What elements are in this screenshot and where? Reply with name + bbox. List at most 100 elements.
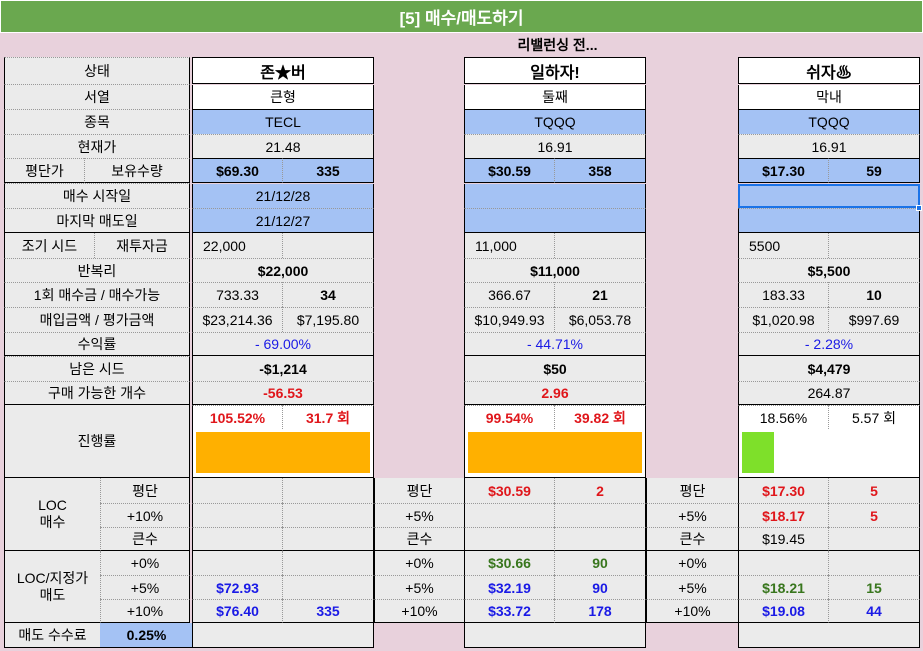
acct1-progress-pct[interactable]: 105.52% xyxy=(192,405,282,429)
acct2-reinvest[interactable] xyxy=(554,233,646,258)
acct1-progress-turns[interactable]: 31.7 회 xyxy=(282,405,374,429)
acct2-progress-pct[interactable]: 99.54% xyxy=(464,405,554,429)
acct3-avg-price[interactable]: $17.30 xyxy=(738,158,828,183)
acct1-loc-sell-price-0[interactable] xyxy=(192,551,282,575)
acct1-loc-sell-qty-1[interactable] xyxy=(282,575,374,599)
acct2-loc-buy-price-0[interactable]: $30.59 xyxy=(464,478,554,503)
acct2-loc-buy-qty-1[interactable] xyxy=(554,503,646,527)
acct2-avg-price[interactable]: $30.59 xyxy=(464,158,554,183)
acct3-loc-sell-qty-0[interactable] xyxy=(828,551,920,575)
acct3-holding-qty[interactable]: 59 xyxy=(828,158,920,183)
acct2-initial-seed[interactable]: 11,000 xyxy=(464,233,554,258)
acct1-holding-qty[interactable]: 335 xyxy=(282,158,374,183)
acct1-compound[interactable]: $22,000 xyxy=(192,258,374,282)
acct2-progress-bar-cell[interactable] xyxy=(464,429,646,478)
acct3-ticker[interactable]: TQQQ xyxy=(738,109,920,134)
acct3-loc-buy-qty-0[interactable]: 5 xyxy=(828,478,920,503)
acct3-buy-possible[interactable]: 10 xyxy=(828,282,920,307)
acct3-remaining-seed[interactable]: $4,479 xyxy=(738,356,920,381)
acct1-per-buy[interactable]: 733.33 xyxy=(192,282,282,307)
acct3-return[interactable]: - 2.28% xyxy=(738,332,920,356)
acct3-fee-row[interactable] xyxy=(738,623,920,648)
acct2-loc-sell-qty-0[interactable]: 90 xyxy=(554,551,646,575)
acct3-progress-turns[interactable]: 5.57 회 xyxy=(828,405,920,429)
acct2-progress-turns[interactable]: 39.82 회 xyxy=(554,405,646,429)
acct3-order[interactable]: 막내 xyxy=(738,85,920,109)
acct2-buyable-count[interactable]: 2.96 xyxy=(464,381,646,405)
acct3-compound[interactable]: $5,500 xyxy=(738,258,920,282)
acct2-loc-buy-price-2[interactable] xyxy=(464,527,554,551)
acct3-loc-buy-qty-1[interactable]: 5 xyxy=(828,503,920,527)
acct1-progress-bar-cell[interactable] xyxy=(192,429,374,478)
acct1-reinvest[interactable] xyxy=(282,233,374,258)
acct3-progress-pct[interactable]: 18.56% xyxy=(738,405,828,429)
acct3-buy-start[interactable] xyxy=(738,184,920,208)
acct3-loc-sell-qty-1[interactable]: 15 xyxy=(828,575,920,599)
acct3-loc-sell-price-1[interactable]: $18.21 xyxy=(738,575,828,599)
acct1-loc-buy-qty-0[interactable] xyxy=(282,478,374,503)
acct3-progress-bar-cell[interactable] xyxy=(738,429,920,478)
acct2-last-sell[interactable] xyxy=(464,208,646,233)
acct2-current-price[interactable]: 16.91 xyxy=(464,134,646,158)
acct2-order[interactable]: 둘째 xyxy=(464,85,646,109)
sell-fee-value[interactable]: 0.25% xyxy=(100,623,194,648)
acct2-loc-sell-qty-2[interactable]: 178 xyxy=(554,599,646,623)
acct1-loc-sell-price-1[interactable]: $72.93 xyxy=(192,575,282,599)
acct1-loc-buy-price-0[interactable] xyxy=(192,478,282,503)
acct3-loc-sell-price-2[interactable]: $19.08 xyxy=(738,599,828,623)
acct2-loc-buy-qty-0[interactable]: 2 xyxy=(554,478,646,503)
acct3-eval-amount[interactable]: $997.69 xyxy=(828,307,920,332)
acct3-loc-buy-price-2[interactable]: $19.45 xyxy=(738,527,828,551)
acct3-initial-seed[interactable]: 5500 xyxy=(738,233,828,258)
acct1-fee-row[interactable] xyxy=(192,623,374,648)
acct2-loc-sell-price-0[interactable]: $30.66 xyxy=(464,551,554,575)
acct2-return[interactable]: - 44.71% xyxy=(464,332,646,356)
acct1-loc-buy-qty-1[interactable] xyxy=(282,503,374,527)
acct1-buy-amount[interactable]: $23,214.36 xyxy=(192,307,282,332)
acct2-loc-sell-price-2[interactable]: $33.72 xyxy=(464,599,554,623)
acct2-remaining-seed[interactable]: $50 xyxy=(464,356,646,381)
acct2-loc-sell-price-1[interactable]: $32.19 xyxy=(464,575,554,599)
acct2-loc-sell-qty-1[interactable]: 90 xyxy=(554,575,646,599)
acct1-buy-start[interactable]: 21/12/28 xyxy=(192,184,374,208)
acct1-ticker[interactable]: TECL xyxy=(192,109,374,134)
acct3-name[interactable]: 쉬자♨ xyxy=(738,57,920,84)
acct1-eval-amount[interactable]: $7,195.80 xyxy=(282,307,374,332)
subtitle-cell[interactable]: 리밸런싱 전... xyxy=(192,33,923,57)
acct1-loc-buy-price-1[interactable] xyxy=(192,503,282,527)
acct1-loc-sell-qty-0[interactable] xyxy=(282,551,374,575)
acct1-loc-sell-qty-2[interactable]: 335 xyxy=(282,599,374,623)
acct2-buy-start[interactable] xyxy=(464,184,646,208)
acct2-name[interactable]: 일하자! xyxy=(464,57,646,84)
acct1-loc-buy-price-2[interactable] xyxy=(192,527,282,551)
acct3-loc-sell-qty-2[interactable]: 44 xyxy=(828,599,920,623)
acct2-fee-row[interactable] xyxy=(464,623,646,648)
acct2-loc-buy-price-1[interactable] xyxy=(464,503,554,527)
acct1-loc-buy-qty-2[interactable] xyxy=(282,527,374,551)
acct2-ticker[interactable]: TQQQ xyxy=(464,109,646,134)
acct1-last-sell[interactable]: 21/12/27 xyxy=(192,208,374,233)
acct1-buy-possible[interactable]: 34 xyxy=(282,282,374,307)
acct3-last-sell[interactable] xyxy=(738,208,920,233)
acct1-current-price[interactable]: 21.48 xyxy=(192,134,374,158)
acct1-name[interactable]: 존★버 xyxy=(192,57,374,84)
acct2-per-buy[interactable]: 366.67 xyxy=(464,282,554,307)
acct3-per-buy[interactable]: 183.33 xyxy=(738,282,828,307)
acct3-buy-amount[interactable]: $1,020.98 xyxy=(738,307,828,332)
acct1-buyable-count[interactable]: -56.53 xyxy=(192,381,374,405)
acct3-loc-buy-price-1[interactable]: $18.17 xyxy=(738,503,828,527)
acct1-remaining-seed[interactable]: -$1,214 xyxy=(192,356,374,381)
acct3-buyable-count[interactable]: 264.87 xyxy=(738,381,920,405)
acct3-loc-buy-qty-2[interactable] xyxy=(828,527,920,551)
acct2-buy-amount[interactable]: $10,949.93 xyxy=(464,307,554,332)
acct3-loc-sell-price-0[interactable] xyxy=(738,551,828,575)
acct2-buy-possible[interactable]: 21 xyxy=(554,282,646,307)
acct3-reinvest[interactable] xyxy=(828,233,920,258)
acct1-initial-seed[interactable]: 22,000 xyxy=(192,233,282,258)
acct2-eval-amount[interactable]: $6,053.78 xyxy=(554,307,646,332)
acct1-return[interactable]: - 69.00% xyxy=(192,332,374,356)
acct1-order[interactable]: 큰형 xyxy=(192,85,374,109)
acct2-loc-buy-qty-2[interactable] xyxy=(554,527,646,551)
acct2-compound[interactable]: $11,000 xyxy=(464,258,646,282)
acct1-avg-price[interactable]: $69.30 xyxy=(192,158,282,183)
